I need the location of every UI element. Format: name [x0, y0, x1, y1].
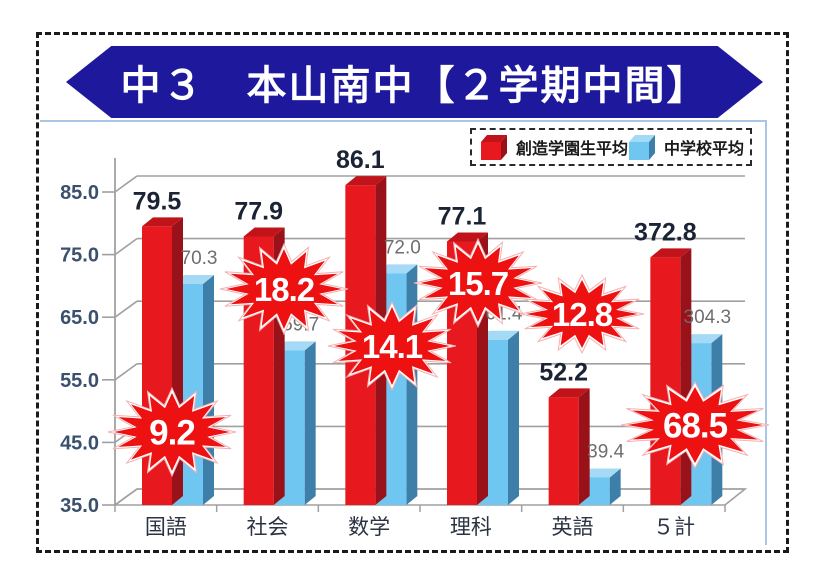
diff-badge-star-0 — [114, 393, 230, 471]
bar-school-avg-2-top — [376, 264, 418, 274]
bar-school-avg-3-top — [478, 330, 519, 340]
diff-badge-star-3 — [420, 244, 536, 322]
value-label-school-avg-0: 70.3 — [181, 248, 218, 269]
legend-item-student-average: 創造学園生平均 — [480, 133, 628, 161]
diff-badge-star-5 — [627, 387, 763, 463]
diff-badge-label-4: 12.8 — [552, 296, 613, 333]
bar-school-avg-4-side — [609, 468, 621, 505]
diff-badge-label-5: 68.5 — [663, 407, 728, 446]
value-label-student-avg-3: 77.1 — [438, 202, 487, 230]
title-banner: 中３ 本山南中【２学期中間】 — [66, 46, 763, 118]
chart-frame-right-line — [765, 120, 767, 545]
y-grid-diagonal-75.0 — [114, 237, 138, 256]
y-axis-label-45.0: 45.0 — [60, 432, 99, 454]
bar-student-avg-4-top — [548, 388, 590, 398]
value-label-school-avg-5: 304.3 — [684, 307, 732, 328]
category-label-2: 数学 — [348, 516, 390, 539]
diff-badge-star-1 — [226, 249, 342, 329]
outer-dashed-border — [36, 32, 789, 553]
diff-badge-label-3: 15.7 — [448, 265, 508, 302]
y-axis-label-55.0: 55.0 — [60, 370, 99, 392]
bar-student-avg-4-side — [578, 388, 590, 505]
blue-cube-glyph — [629, 135, 656, 160]
blue-cube-icon — [628, 133, 658, 161]
diff-badge-star-4 — [526, 280, 638, 348]
diff-badge-label-1: 18.2 — [254, 271, 315, 308]
value-label-school-avg-1: 59.7 — [282, 314, 319, 335]
y-grid-diagonal-65.0 — [114, 300, 138, 318]
value-label-student-avg-5: 372.8 — [634, 218, 697, 246]
category-label-3: 理科 — [450, 516, 492, 539]
value-label-student-avg-0: 79.5 — [133, 187, 182, 215]
legend-label-school-average: 中学校平均 — [664, 141, 745, 158]
page-title: 中３ 本山南中【２学期中間】 — [120, 64, 709, 108]
bar-school-avg-0-side — [203, 275, 214, 505]
value-label-school-avg-4: 39.4 — [587, 441, 624, 462]
bar-student-avg-1-top — [243, 227, 285, 237]
bar-school-avg-5-top — [681, 334, 723, 344]
diff-badge-star-2 — [334, 307, 450, 385]
category-label-5: ５計 — [653, 516, 695, 539]
bar-student-avg-5-top — [650, 248, 692, 258]
y-axis-label-35.0: 35.0 — [60, 495, 99, 517]
y-axis-label-65.0: 65.0 — [60, 307, 99, 329]
y-axis-label-75.0: 75.0 — [60, 245, 99, 267]
category-label-0: 国語 — [145, 516, 187, 539]
category-label-4: 英語 — [552, 516, 594, 539]
chart-frame-top-line — [40, 120, 767, 122]
bar-school-avg-3-side — [508, 330, 519, 505]
bar-school-avg-1-side — [304, 341, 316, 505]
bar-student-avg-0-top — [142, 217, 183, 227]
bar-student-avg-5-side — [680, 248, 692, 505]
bar-school-avg-1-top — [274, 341, 316, 351]
legend: 創造学園生平均 中学校平均 — [470, 128, 752, 166]
category-label-1: 社会 — [247, 516, 289, 539]
bar-student-avg-5-front — [650, 257, 681, 505]
value-label-student-avg-2: 86.1 — [336, 146, 385, 174]
y-axis-label-85.0: 85.0 — [60, 182, 99, 204]
bar-student-avg-2-top — [345, 176, 387, 186]
bar-school-avg-0-top — [173, 275, 214, 285]
legend-label-student-average: 創造学園生平均 — [516, 141, 629, 158]
y-grid-diagonal-85.0 — [114, 175, 138, 193]
value-label-student-avg-1: 77.9 — [234, 197, 283, 225]
y-grid-diagonal-55.0 — [114, 363, 138, 381]
red-cube-icon — [480, 133, 510, 161]
diff-badge-label-2: 14.1 — [362, 328, 423, 365]
bar-student-avg-4-front — [548, 397, 579, 505]
red-cube-glyph — [481, 135, 507, 160]
diff-badge-label-0: 9.2 — [149, 414, 195, 453]
legend-item-school-average: 中学校平均 — [628, 133, 744, 161]
bar-school-avg-4-top — [579, 468, 621, 478]
value-label-student-avg-4: 52.2 — [539, 358, 588, 386]
value-label-school-avg-2: 72.0 — [384, 237, 421, 258]
